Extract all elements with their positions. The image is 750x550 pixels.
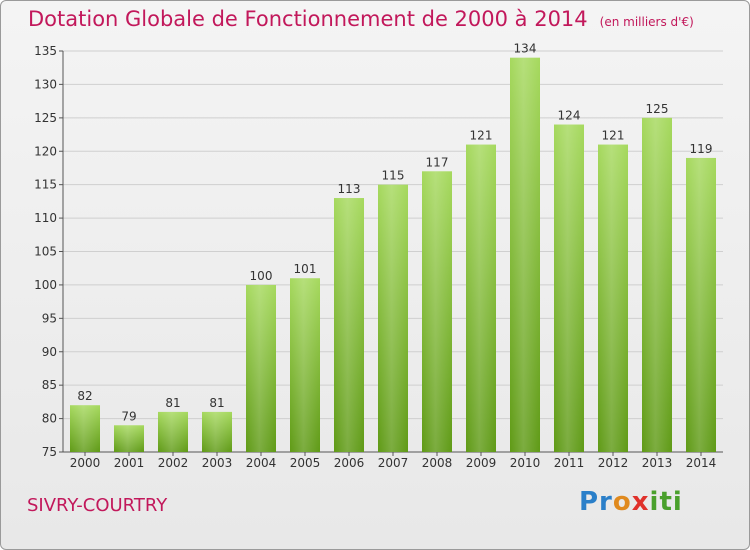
bar-highlight bbox=[70, 405, 100, 452]
x-tick-label: 2006 bbox=[334, 456, 365, 470]
x-tick-label: 2008 bbox=[422, 456, 453, 470]
bar-highlight bbox=[246, 284, 276, 452]
bar-highlight bbox=[510, 57, 540, 452]
chart-title: Dotation Globale de Fonctionnement de 20… bbox=[28, 7, 694, 31]
bar-highlight bbox=[554, 124, 584, 453]
value-label: 101 bbox=[294, 262, 317, 276]
value-label: 100 bbox=[250, 269, 273, 283]
bar-highlight bbox=[466, 144, 496, 453]
commune-name: SIVRY-COURTRY bbox=[27, 495, 168, 516]
x-tick-label: 2010 bbox=[510, 456, 541, 470]
x-tick-label: 2013 bbox=[642, 456, 673, 470]
value-label: 125 bbox=[646, 102, 669, 116]
bar-highlight bbox=[202, 411, 232, 452]
x-tick-label: 2011 bbox=[554, 456, 585, 470]
x-tick-label: 2007 bbox=[378, 456, 409, 470]
y-tick-label: 120 bbox=[34, 144, 57, 158]
bar-highlight bbox=[158, 411, 188, 452]
y-tick-label: 125 bbox=[34, 111, 57, 125]
x-tick-label: 2003 bbox=[202, 456, 233, 470]
y-tick-label: 135 bbox=[34, 44, 57, 58]
value-label: 119 bbox=[690, 142, 713, 156]
bar-highlight bbox=[290, 278, 320, 452]
value-label: 121 bbox=[602, 129, 625, 143]
value-label: 121 bbox=[470, 129, 493, 143]
bar-highlight bbox=[422, 171, 452, 453]
bar-highlight bbox=[378, 184, 408, 452]
x-tick-label: 2000 bbox=[70, 456, 101, 470]
x-tick-label: 2002 bbox=[158, 456, 189, 470]
x-tick-label: 2001 bbox=[114, 456, 145, 470]
y-tick-label: 95 bbox=[42, 311, 57, 325]
bar-highlight bbox=[334, 198, 364, 452]
bars bbox=[70, 57, 716, 453]
axes: 75 80 85 90 95 100 105 110 115 120 125 130 135 2000 20… bbox=[34, 44, 723, 470]
proxiti-logo: Proxiti bbox=[579, 487, 683, 517]
y-tick-label: 75 bbox=[42, 445, 57, 459]
value-label: 82 bbox=[77, 389, 92, 403]
data-labels: 82 79 81 81 100 101 113 115 117 121 134 124 121 125 11… bbox=[77, 42, 712, 424]
value-label: 81 bbox=[209, 396, 224, 410]
y-tick-label: 100 bbox=[34, 278, 57, 292]
value-label: 113 bbox=[338, 182, 361, 196]
unit-note: (en milliers d'€) bbox=[599, 15, 694, 29]
bar-highlight bbox=[114, 425, 144, 452]
bar-highlight bbox=[598, 144, 628, 453]
x-tick-label: 2005 bbox=[290, 456, 321, 470]
y-tick-label: 110 bbox=[34, 211, 57, 225]
y-tick-label: 80 bbox=[42, 412, 57, 426]
y-tick-label: 105 bbox=[34, 245, 57, 259]
value-label: 134 bbox=[514, 42, 537, 56]
x-tick-label: 2012 bbox=[598, 456, 629, 470]
value-label: 79 bbox=[121, 409, 136, 423]
x-tick-label: 2009 bbox=[466, 456, 497, 470]
y-tick-label: 85 bbox=[42, 378, 57, 392]
bar-highlight bbox=[686, 157, 716, 452]
y-tick-label: 90 bbox=[42, 345, 57, 359]
value-label: 117 bbox=[426, 155, 449, 169]
value-label: 81 bbox=[165, 396, 180, 410]
y-tick-label: 115 bbox=[34, 178, 57, 192]
value-label: 115 bbox=[382, 169, 405, 183]
x-tick-label: 2014 bbox=[686, 456, 717, 470]
x-tick-label: 2004 bbox=[246, 456, 277, 470]
value-label: 124 bbox=[558, 109, 581, 123]
bar-highlight bbox=[642, 117, 672, 452]
y-tick-label: 130 bbox=[34, 77, 57, 91]
